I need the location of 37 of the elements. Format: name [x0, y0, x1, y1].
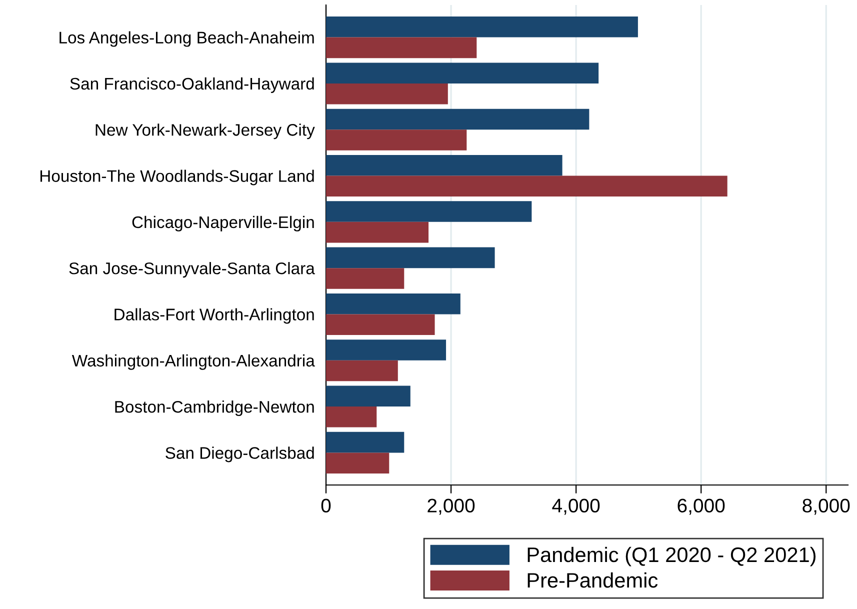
y-tick-label: New York-Newark-Jersey City: [96, 124, 315, 140]
y-tick-label: Chicago-Naperville-Elgin: [132, 216, 314, 232]
legend-label: Pre-Pandemic: [528, 572, 658, 588]
bar: [326, 108, 590, 130]
y-tick-label: Los Angeles-Long Beach-Anaheim: [60, 31, 314, 47]
bar: [326, 155, 562, 176]
y-tick-label: San Jose-Sunnyvale-Santa Clara: [69, 262, 315, 278]
bar: [326, 432, 404, 453]
x-tick-label: 0: [321, 498, 331, 512]
x-tick-label: 4,000: [552, 498, 600, 515]
bar: [326, 293, 460, 314]
x-tick-label: 2,000: [428, 498, 475, 515]
bar: [326, 201, 532, 222]
y-tick-label: Boston-Cambridge-Newton: [115, 400, 314, 416]
bar: [326, 62, 599, 84]
y-tick-label: Dallas-Fort Worth-Arlington: [114, 308, 314, 324]
bar: [326, 452, 390, 474]
bar: [326, 386, 410, 407]
bar: [326, 16, 638, 38]
x-tick-label: 8,000: [802, 498, 850, 515]
legend-label: Pandemic (Q1 2020 - Q2 2021): [528, 546, 816, 566]
bar: [326, 247, 495, 268]
bar: [326, 406, 377, 428]
bar: [326, 176, 728, 197]
bar: [326, 130, 467, 150]
y-tick-label: Houston-The Woodlands-Sugar Land: [40, 170, 314, 186]
bar: [326, 340, 446, 360]
bar: [326, 314, 435, 335]
x-tick-label: 6,000: [678, 498, 725, 515]
bar: [326, 222, 429, 243]
y-tick-label: Washington-Arlington-Alexandria: [72, 354, 315, 370]
y-tick-label: San Diego-Carlsbad: [166, 446, 314, 462]
bar: [326, 83, 448, 104]
y-tick-label: San Francisco-Oakland-Hayward: [70, 77, 314, 93]
bar: [326, 37, 477, 58]
bar: [326, 360, 398, 382]
bar: [326, 268, 404, 289]
